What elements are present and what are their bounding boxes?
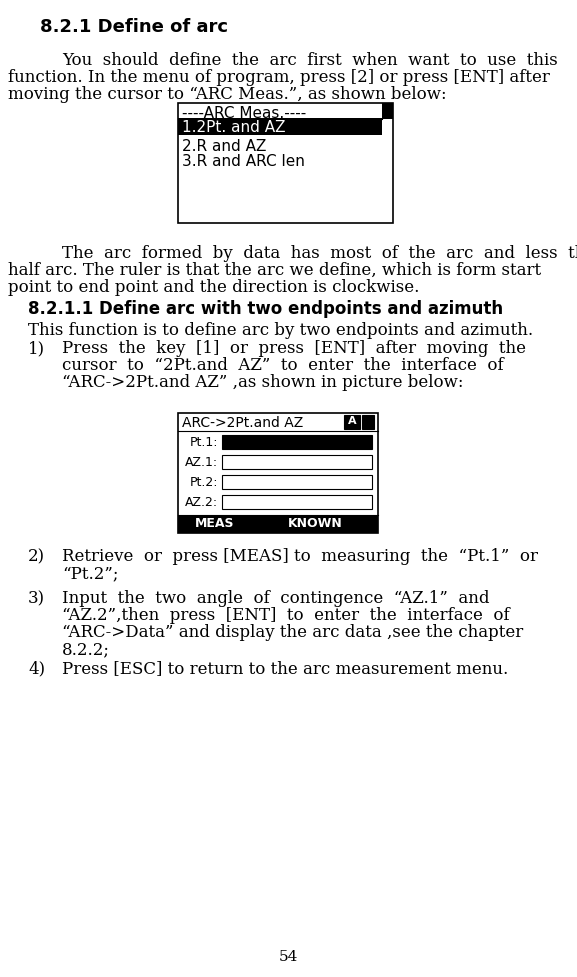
Bar [362,415,374,429]
Text: 8.2.1.1 Define arc with two endpoints and azimuth: 8.2.1.1 Define arc with two endpoints an… [28,300,503,318]
Text: 1.2Pt. and AZ: 1.2Pt. and AZ [182,120,286,135]
Text: 4): 4) [28,660,45,677]
Text: A: A [348,416,357,426]
Text: 3): 3) [28,590,45,607]
Bar [344,415,360,429]
Text: 8.2.1 Define of arc: 8.2.1 Define of arc [40,18,228,36]
Text: AZ.1:: AZ.1: [185,456,218,469]
Text: 8.2.2;: 8.2.2; [62,641,110,658]
Bar [222,435,372,449]
Text: “AZ.2”,then  press  [ENT]  to  enter  the  interface  of: “AZ.2”,then press [ENT] to enter the int… [62,607,509,624]
Text: “ARC->Data” and display the arc data ,see the chapter: “ARC->Data” and display the arc data ,se… [62,624,523,641]
Text: Retrieve  or  press [MEAS] to  measuring  the  “Pt.1”  or: Retrieve or press [MEAS] to measuring th… [62,548,538,565]
Bar [178,515,252,533]
Text: Press  the  key  [1]  or  press  [ENT]  after  moving  the: Press the key [1] or press [ENT] after m… [62,340,526,357]
Bar [252,515,378,533]
Text: You  should  define  the  arc  first  when  want  to  use  this: You should define the arc first when wan… [62,52,558,69]
Text: ----ARC Meas.----: ----ARC Meas.---- [182,106,306,121]
Text: Input  the  two  angle  of  contingence  “AZ.1”  and: Input the two angle of contingence “AZ.1… [62,590,489,607]
Text: point to end point and the direction is clockwise.: point to end point and the direction is … [8,279,419,296]
Text: This function is to define arc by two endpoints and azimuth.: This function is to define arc by two en… [28,322,533,339]
Text: 2.R and AZ: 2.R and AZ [182,139,267,154]
Bar [178,103,393,223]
Text: AZ.2:: AZ.2: [185,496,218,509]
Text: Pt.2:: Pt.2: [189,476,218,489]
Bar [382,103,393,119]
Text: cursor  to  “2Pt.and  AZ”  to  enter  the  interface  of: cursor to “2Pt.and AZ” to enter the inte… [62,357,504,374]
Text: “ARC->2Pt.and AZ” ,as shown in picture below:: “ARC->2Pt.and AZ” ,as shown in picture b… [62,374,463,391]
Text: “Pt.2”;: “Pt.2”; [62,565,118,582]
Text: MEAS: MEAS [195,517,235,530]
Text: 2): 2) [28,548,45,565]
Bar [222,455,372,469]
Bar [222,495,372,509]
Text: Pt.1:: Pt.1: [189,436,218,449]
Text: ARC->2Pt.and AZ: ARC->2Pt.and AZ [182,416,304,430]
Text: 1): 1) [28,340,45,357]
Text: KNOWN: KNOWN [287,517,342,530]
Text: moving the cursor to “ARC Meas.”, as shown below:: moving the cursor to “ARC Meas.”, as sho… [8,86,447,103]
Text: function. In the menu of program, press [2] or press [ENT] after: function. In the menu of program, press … [8,69,550,86]
Text: 3.R and ARC len: 3.R and ARC len [182,154,305,169]
Bar [222,475,372,489]
Bar [178,118,382,135]
Text: Press [ESC] to return to the arc measurement menu.: Press [ESC] to return to the arc measure… [62,660,508,677]
Text: half arc. The ruler is that the arc we define, which is form start: half arc. The ruler is that the arc we d… [8,262,541,279]
Text: The  arc  formed  by  data  has  most  of  the  arc  and  less  than: The arc formed by data has most of the a… [62,245,577,262]
Bar [178,413,378,533]
Text: 54: 54 [278,950,298,964]
